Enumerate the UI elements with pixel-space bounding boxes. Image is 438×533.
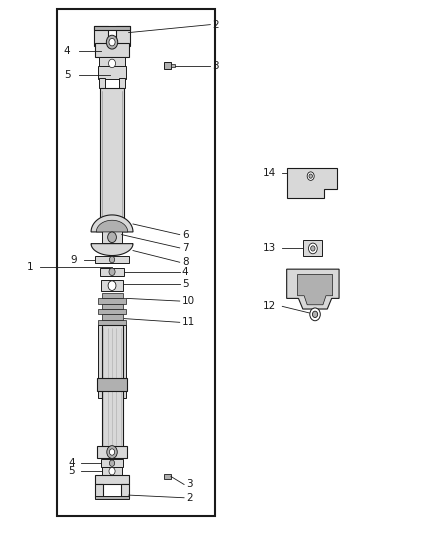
Circle shape	[309, 174, 312, 178]
Text: 12: 12	[262, 301, 276, 311]
Bar	[102, 467, 122, 475]
Circle shape	[108, 281, 116, 290]
Text: 10: 10	[182, 296, 195, 306]
Text: 3: 3	[186, 480, 193, 489]
Circle shape	[110, 256, 115, 263]
Bar	[100, 88, 124, 227]
Text: 4: 4	[182, 267, 188, 277]
Text: 5: 5	[68, 466, 75, 476]
Circle shape	[108, 232, 117, 243]
Bar	[98, 320, 126, 325]
Bar	[100, 268, 124, 276]
Text: 2: 2	[186, 492, 193, 503]
Text: 7: 7	[182, 243, 188, 253]
Bar	[97, 446, 127, 458]
Bar	[99, 78, 105, 88]
Text: 14: 14	[262, 168, 276, 179]
Bar	[95, 475, 129, 484]
Polygon shape	[297, 274, 332, 305]
Circle shape	[106, 35, 118, 49]
Bar	[95, 256, 129, 263]
Bar	[171, 64, 175, 67]
Text: 13: 13	[262, 243, 276, 253]
Circle shape	[307, 172, 314, 180]
Text: 9: 9	[71, 255, 77, 264]
Circle shape	[311, 246, 315, 251]
Bar	[98, 309, 126, 314]
Bar	[101, 280, 124, 292]
Text: 5: 5	[182, 279, 188, 288]
Text: 2: 2	[212, 20, 219, 30]
Bar	[95, 43, 129, 56]
Bar	[164, 474, 170, 479]
Bar	[98, 298, 126, 304]
Bar	[94, 26, 108, 46]
Text: 4: 4	[64, 46, 71, 56]
Bar	[94, 26, 130, 30]
Bar	[119, 78, 125, 88]
Circle shape	[310, 308, 320, 321]
Bar	[164, 62, 171, 69]
Bar	[101, 459, 123, 467]
Circle shape	[110, 460, 115, 466]
Circle shape	[308, 243, 317, 254]
Circle shape	[312, 311, 318, 318]
Text: 1: 1	[27, 262, 33, 271]
Text: 8: 8	[182, 257, 188, 267]
Text: 3: 3	[212, 61, 219, 70]
Bar	[121, 484, 129, 498]
Circle shape	[109, 38, 115, 46]
Text: 5: 5	[64, 70, 71, 80]
Polygon shape	[91, 244, 133, 255]
Bar	[116, 26, 130, 46]
Polygon shape	[96, 220, 128, 232]
Bar	[98, 325, 102, 398]
Circle shape	[109, 268, 115, 276]
Polygon shape	[287, 269, 339, 309]
Circle shape	[110, 449, 115, 455]
Bar	[57, 9, 215, 516]
Circle shape	[107, 446, 117, 458]
Bar	[98, 66, 126, 79]
Circle shape	[109, 467, 115, 475]
Bar	[102, 293, 123, 298]
Polygon shape	[91, 215, 133, 232]
Bar	[102, 231, 122, 243]
Text: 11: 11	[182, 317, 195, 327]
Polygon shape	[287, 168, 337, 198]
Bar	[102, 304, 123, 309]
Text: 6: 6	[182, 230, 188, 240]
Bar	[99, 56, 125, 67]
Bar	[303, 240, 322, 256]
Bar	[102, 325, 123, 447]
Circle shape	[109, 59, 116, 68]
Bar	[95, 484, 103, 498]
Text: 4: 4	[68, 458, 75, 468]
Bar	[123, 325, 126, 398]
Bar	[102, 314, 123, 320]
Bar	[95, 496, 129, 499]
Bar	[97, 378, 127, 391]
